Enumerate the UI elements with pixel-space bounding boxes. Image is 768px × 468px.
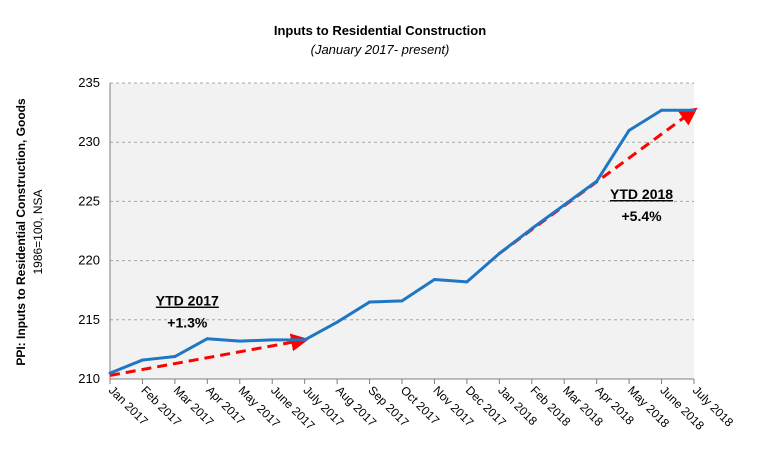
data-point [108, 371, 112, 375]
annotation-value: +5.4% [622, 208, 663, 224]
annotation-value: +1.3% [167, 315, 208, 331]
annotation-title: YTD 2017 [156, 293, 219, 309]
plot-background [110, 83, 694, 379]
y-tick-label: 215 [78, 312, 100, 327]
data-point [530, 227, 534, 231]
trend-arrow [109, 333, 310, 377]
y-tick-label: 235 [78, 75, 100, 90]
gridlines [110, 82, 694, 321]
chart-subtitle: (January 2017- present) [311, 42, 450, 57]
data-point [595, 179, 599, 183]
y-tick-label: 210 [78, 371, 100, 386]
data-point [465, 280, 469, 284]
data-point [368, 300, 372, 304]
data-point [238, 339, 242, 343]
chart-title: Inputs to Residential Construction [274, 23, 486, 38]
annotation-title: YTD 2018 [610, 186, 673, 202]
data-point [497, 251, 501, 255]
y-tick-label: 220 [78, 253, 100, 268]
y-axis-sublabel: 1986=100, NSA [31, 189, 45, 274]
y-tick-label: 225 [78, 193, 100, 208]
series-lines [108, 108, 696, 375]
data-point [562, 203, 566, 207]
data-point [270, 338, 274, 342]
data-point [173, 355, 177, 359]
data-point [140, 358, 144, 362]
annotations: YTD 2017 +1.3% YTD 2018 +5.4% [156, 186, 673, 331]
y-axis-label: PPI: Inputs to Residential Construction,… [14, 98, 28, 366]
y-tick-label: 230 [78, 134, 100, 149]
data-point [692, 108, 696, 112]
data-point [432, 278, 436, 282]
data-point [335, 320, 339, 324]
data-point [660, 108, 664, 112]
data-point [205, 337, 209, 341]
data-point [627, 128, 631, 132]
data-point [303, 338, 307, 342]
data-point [400, 299, 404, 303]
